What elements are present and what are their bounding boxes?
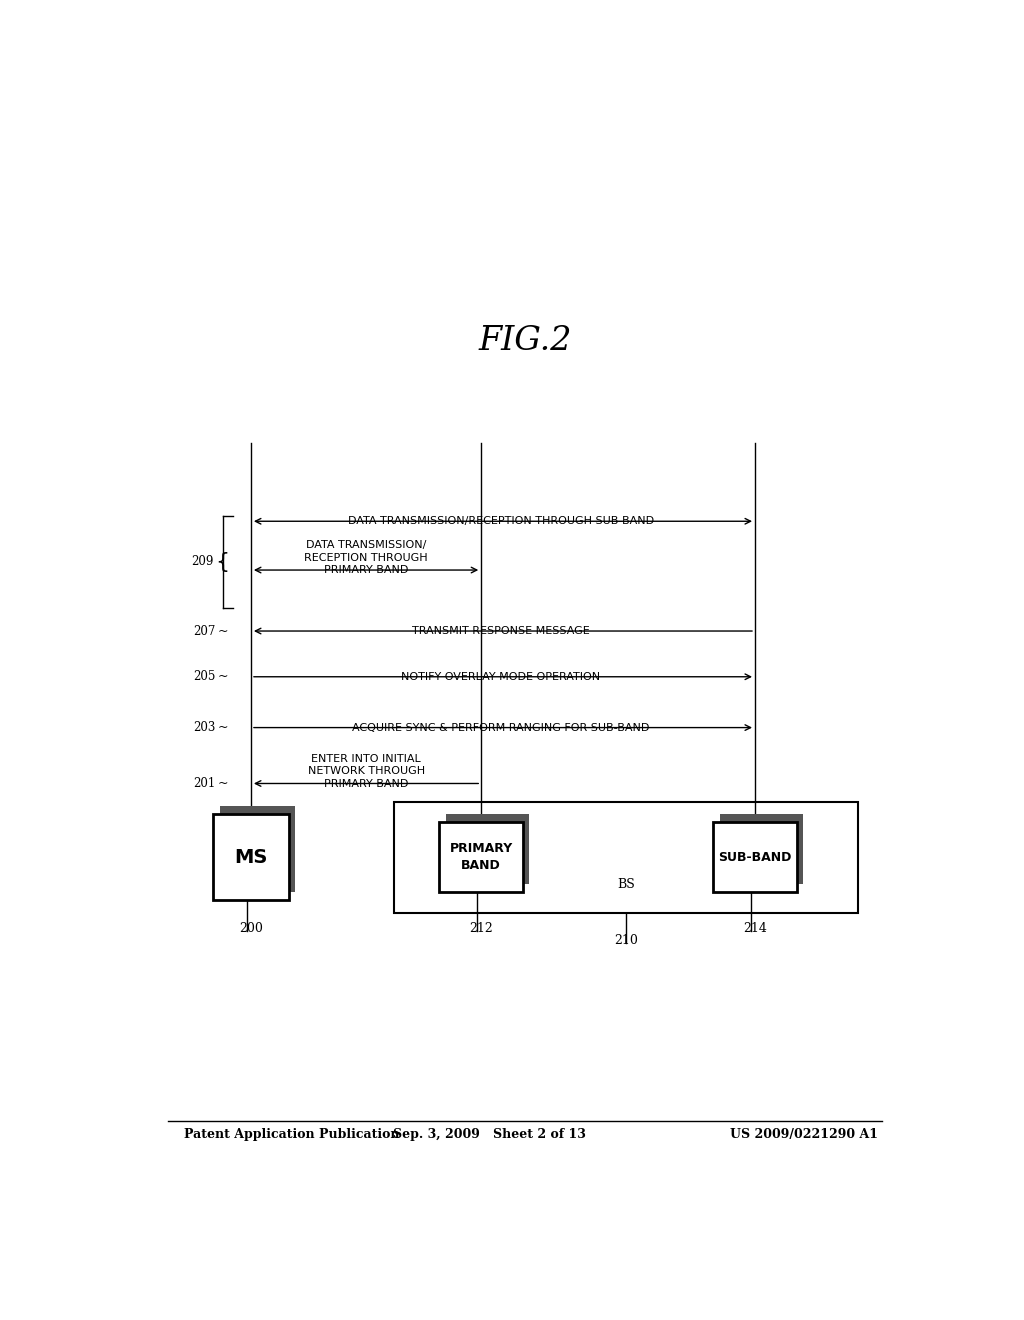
Text: US 2009/0221290 A1: US 2009/0221290 A1 — [730, 1127, 878, 1140]
Text: 200: 200 — [239, 921, 263, 935]
Bar — [445, 814, 529, 884]
Text: ~: ~ — [218, 777, 228, 789]
Text: Patent Application Publication: Patent Application Publication — [183, 1127, 399, 1140]
Text: 212: 212 — [469, 921, 493, 935]
Text: 203: 203 — [193, 721, 215, 734]
Text: ~: ~ — [218, 721, 228, 734]
Text: 207: 207 — [193, 624, 215, 638]
Bar — [394, 801, 858, 912]
Bar — [213, 814, 289, 900]
Text: DATA TRANSMISSION/RECEPTION THROUGH SUB-BAND: DATA TRANSMISSION/RECEPTION THROUGH SUB-… — [348, 516, 654, 527]
Text: FIG.2: FIG.2 — [478, 325, 571, 358]
Text: 210: 210 — [614, 935, 638, 948]
Text: 209: 209 — [191, 556, 214, 569]
Text: 214: 214 — [743, 921, 767, 935]
Text: TRANSMIT RESPONSE MESSAGE: TRANSMIT RESPONSE MESSAGE — [412, 626, 590, 636]
Text: ~: ~ — [218, 671, 228, 684]
Text: PRIMARY
BAND: PRIMARY BAND — [450, 842, 513, 873]
Text: 205: 205 — [193, 671, 215, 684]
Text: 201: 201 — [194, 777, 215, 789]
Text: MS: MS — [234, 847, 267, 867]
Text: DATA TRANSMISSION/
RECEPTION THROUGH
PRIMARY BAND: DATA TRANSMISSION/ RECEPTION THROUGH PRI… — [304, 540, 428, 576]
Text: NOTIFY OVERLAY MODE OPERATION: NOTIFY OVERLAY MODE OPERATION — [401, 672, 600, 682]
Bar — [439, 822, 523, 892]
Bar — [720, 814, 803, 884]
Text: ACQUIRE SYNC & PERFORM RANGING FOR SUB-BAND: ACQUIRE SYNC & PERFORM RANGING FOR SUB-B… — [352, 722, 649, 733]
Bar — [220, 805, 295, 892]
Text: SUB-BAND: SUB-BAND — [718, 850, 792, 863]
Text: Sep. 3, 2009   Sheet 2 of 13: Sep. 3, 2009 Sheet 2 of 13 — [392, 1127, 586, 1140]
Text: {: { — [215, 552, 229, 572]
Text: ~: ~ — [218, 624, 228, 638]
Text: ENTER INTO INITIAL
NETWORK THROUGH
PRIMARY BAND: ENTER INTO INITIAL NETWORK THROUGH PRIMA… — [307, 754, 425, 788]
Text: BS: BS — [617, 878, 635, 891]
Bar — [714, 822, 797, 892]
